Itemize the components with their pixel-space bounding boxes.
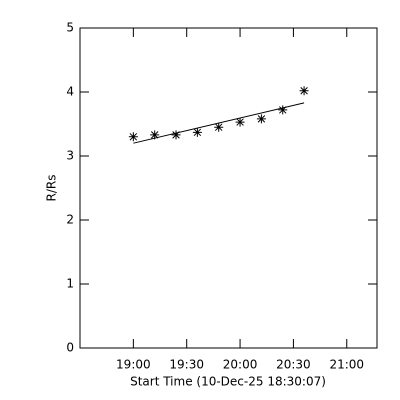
data-point (128, 132, 138, 142)
data-point (150, 130, 160, 140)
plot-frame (79, 27, 378, 349)
y-tick-label: 3 (66, 149, 74, 163)
data-point (235, 117, 245, 127)
fit-line (133, 102, 305, 144)
y-tick-label: 2 (66, 213, 74, 227)
data-point (192, 127, 202, 137)
x-tick-label: 20:30 (276, 358, 311, 372)
y-tick-label: 5 (66, 21, 74, 35)
x-tick-label: 21:00 (329, 358, 364, 372)
y-tick-label: 0 (66, 341, 74, 355)
y-axis-label: R/Rs (45, 175, 59, 202)
x-tick-label: 19:00 (116, 358, 151, 372)
x-tick-label: 20:00 (223, 358, 258, 372)
x-axis-label: Start Time (10-Dec-25 18:30:07) (130, 375, 326, 389)
data-point (214, 122, 224, 132)
data-point (171, 130, 181, 140)
y-tick-label: 1 (66, 277, 74, 291)
data-point (299, 86, 309, 96)
data-point (256, 114, 266, 124)
x-tick-label: 19:30 (169, 358, 204, 372)
y-tick-label: 4 (66, 85, 74, 99)
data-point (278, 105, 288, 115)
